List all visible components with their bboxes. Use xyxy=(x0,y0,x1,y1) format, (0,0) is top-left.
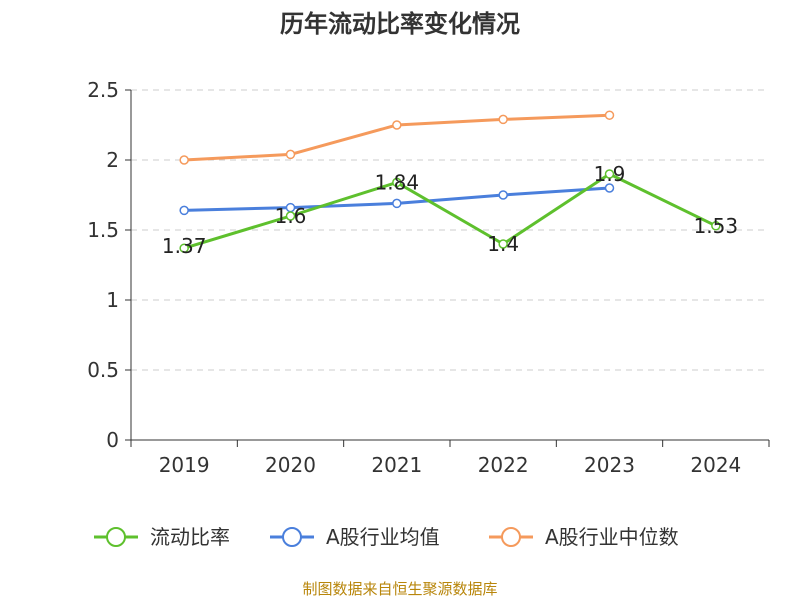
source-note: 制图数据来自恒生聚源数据库 xyxy=(302,580,497,598)
series-point-0 xyxy=(711,221,721,231)
legend-label: A股行业中位数 xyxy=(545,525,679,549)
series-point-1 xyxy=(498,190,508,200)
data-label: 1.53 xyxy=(694,214,739,238)
data-label: 1.6 xyxy=(275,204,307,228)
series-point-2 xyxy=(498,114,508,125)
x-tick-label: 2024 xyxy=(690,453,741,477)
series-point-2 xyxy=(604,110,615,120)
x-tick-label: 2021 xyxy=(371,453,422,477)
series-point-1 xyxy=(179,205,189,216)
x-tick-label: 2020 xyxy=(265,453,316,477)
chart-title: 历年流动比率变化情况 xyxy=(280,10,520,38)
data-label: 1.37 xyxy=(162,234,207,258)
legend-marker xyxy=(106,527,126,547)
legend: 流动比率 A股行业均值 A股行业中位数 xyxy=(94,525,679,549)
legend-marker xyxy=(501,527,521,547)
series-point-2 xyxy=(179,155,189,165)
series-point-1 xyxy=(604,183,615,193)
series-point-0 xyxy=(392,177,402,188)
series-point-0 xyxy=(604,169,615,179)
series-point-2 xyxy=(392,120,402,130)
x-tick-label: 2023 xyxy=(584,453,635,477)
legend-item-1: A股行业均值 xyxy=(270,525,440,549)
data-label: 1.4 xyxy=(487,232,519,256)
legend-label: 流动比率 xyxy=(150,525,230,549)
data-labels: 1.37 1.6 1.84 1.4 1.9 1.53 xyxy=(162,162,738,258)
legend-label: A股行业均值 xyxy=(326,525,440,549)
gridlines xyxy=(131,89,769,371)
data-label: 1.84 xyxy=(375,170,420,194)
y-tick-label: 0 xyxy=(106,428,119,452)
y-tick-label: 0.5 xyxy=(87,358,119,382)
y-tick-label: 1.5 xyxy=(87,218,119,242)
data-label: 1.9 xyxy=(594,162,626,186)
y-tick-label: 1 xyxy=(106,288,119,312)
series-line-0 xyxy=(183,172,717,250)
x-tick-label: 2019 xyxy=(159,453,210,477)
y-tick-label: 2 xyxy=(106,148,119,172)
legend-item-0: 流动比率 xyxy=(94,525,230,549)
series-group xyxy=(179,110,721,253)
legend-marker xyxy=(282,527,302,547)
x-tick-label: 2022 xyxy=(478,453,529,477)
series-point-0 xyxy=(179,243,189,253)
series-point-0 xyxy=(285,211,296,221)
series-point-1 xyxy=(392,198,402,209)
series-point-2 xyxy=(285,149,296,160)
axes: 0 0.5 1 1.5 2 2.5 2019 2020 2021 2022 2023 2024 xyxy=(87,78,770,477)
legend-item-2: A股行业中位数 xyxy=(489,525,679,549)
y-tick-label: 2.5 xyxy=(87,78,119,102)
series-point-0 xyxy=(498,239,508,249)
